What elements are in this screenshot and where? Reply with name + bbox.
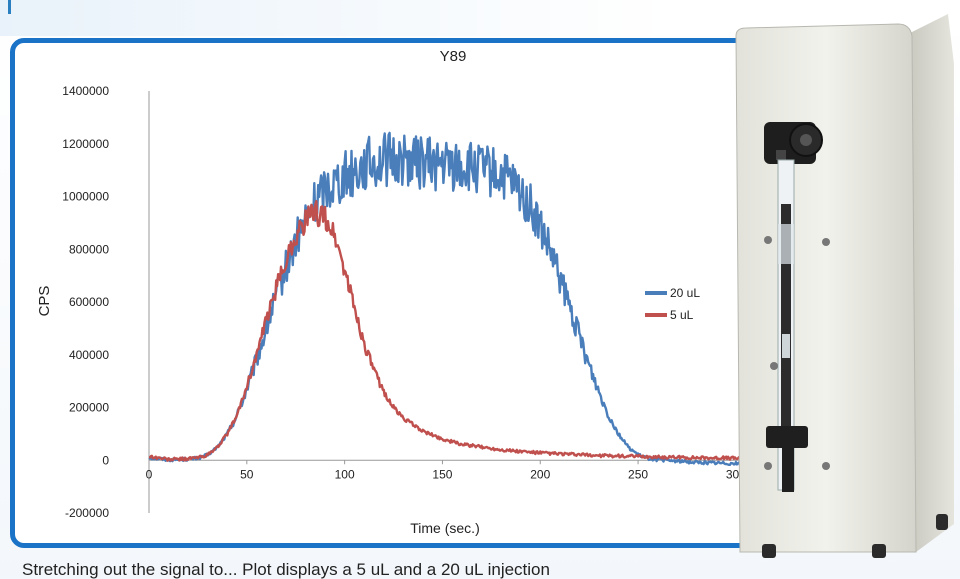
x-tick-label: 250 xyxy=(628,467,648,481)
series-line-1 xyxy=(148,131,777,467)
series-line-2 xyxy=(148,200,776,462)
y-tick-label: 600000 xyxy=(69,295,109,309)
x-tick-label: 150 xyxy=(432,467,452,481)
legend-label: 5 uL xyxy=(670,308,694,322)
y-tick-label: 0 xyxy=(102,453,109,467)
chart-panel: -200000 0 200000 400000 600000 800000 1000000 1… xyxy=(10,38,790,548)
y-tick-label: 800000 xyxy=(69,242,109,256)
chart-title: Y89 xyxy=(440,48,467,65)
y-tick-label: 1400000 xyxy=(62,84,109,98)
x-tick-label: 50 xyxy=(240,467,254,481)
y-tick-label: 200000 xyxy=(69,401,109,415)
y-tick-label: 1200000 xyxy=(62,137,109,151)
top-accent-mark xyxy=(8,0,11,14)
y-tick-label: 1000000 xyxy=(62,190,109,204)
x-tick-label: 0 xyxy=(146,467,153,481)
legend-label: 20 uL xyxy=(670,286,700,300)
syringe-pump-device xyxy=(735,14,954,558)
caption-text: Stretching out the signal to... Plot dis… xyxy=(22,560,550,579)
x-tick-label: 100 xyxy=(335,467,355,481)
x-tick-label: 200 xyxy=(530,467,550,481)
y-axis-title: CPS xyxy=(36,286,53,317)
x-axis-title: Time (sec.) xyxy=(410,520,479,536)
legend: 20 uL 5 uL xyxy=(645,286,700,322)
chart: -200000 0 200000 400000 600000 800000 1000000 1… xyxy=(36,48,777,536)
y-tick-label: -200000 xyxy=(65,506,109,520)
y-tick-label: 400000 xyxy=(69,348,109,362)
